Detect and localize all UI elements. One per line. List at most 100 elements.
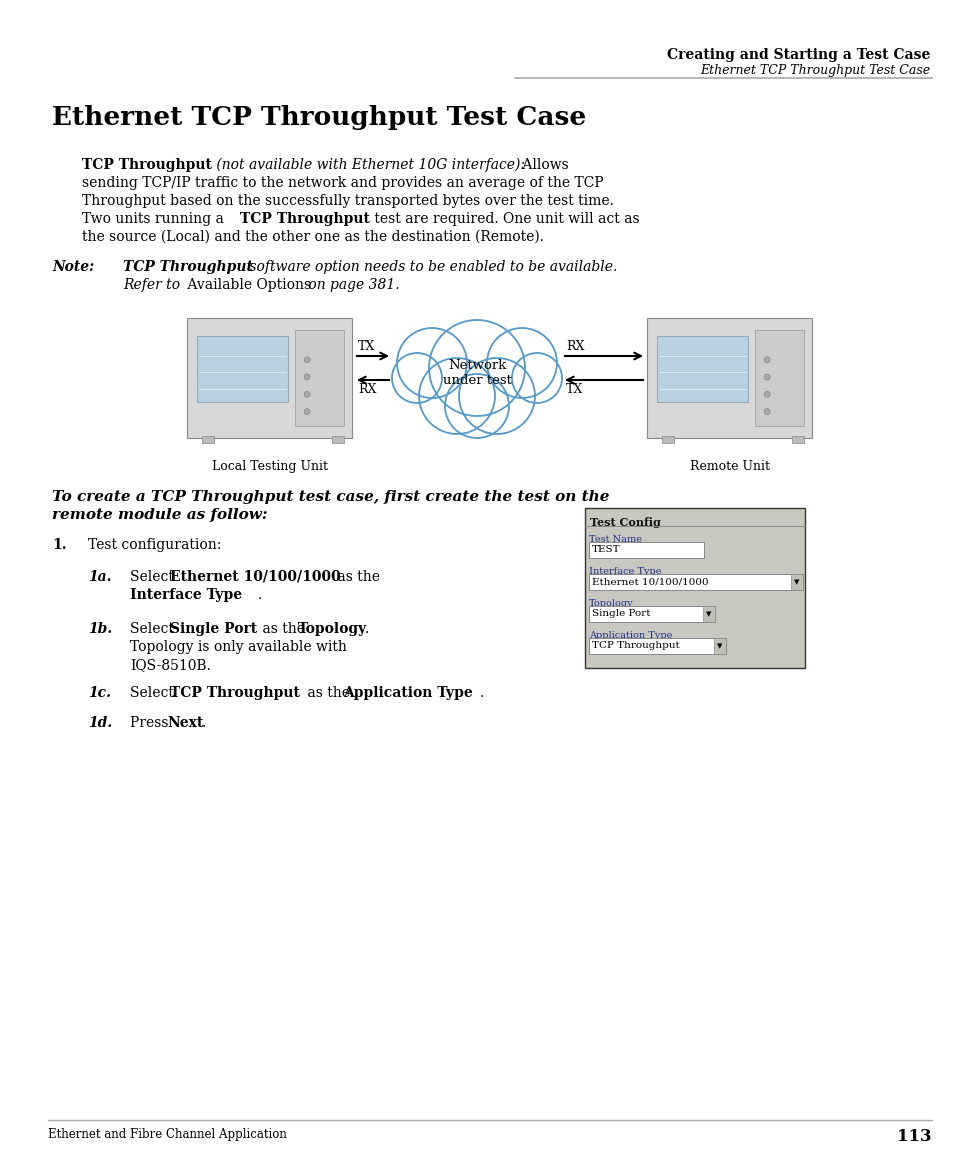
Text: as the: as the — [303, 686, 354, 700]
Text: RX: RX — [565, 340, 584, 353]
Text: TCP Throughput: TCP Throughput — [240, 212, 370, 226]
Text: Interface Type: Interface Type — [588, 568, 660, 576]
Circle shape — [304, 392, 310, 398]
Text: Test Name: Test Name — [588, 535, 641, 545]
Circle shape — [392, 353, 441, 403]
Text: Ethernet and Fibre Channel Application: Ethernet and Fibre Channel Application — [48, 1128, 287, 1140]
Circle shape — [763, 357, 769, 363]
FancyBboxPatch shape — [584, 508, 804, 668]
Text: TCP Throughput: TCP Throughput — [170, 686, 299, 700]
Text: 1d.: 1d. — [88, 716, 112, 730]
Text: TEST: TEST — [592, 546, 620, 554]
FancyBboxPatch shape — [790, 574, 802, 590]
Text: Application Type: Application Type — [588, 632, 672, 641]
Text: Throughput based on the successfully transported bytes over the test time.: Throughput based on the successfully tra… — [82, 194, 613, 207]
FancyBboxPatch shape — [657, 336, 747, 402]
Circle shape — [458, 358, 535, 433]
Bar — [792, 436, 803, 443]
Text: Ethernet TCP Throughput Test Case: Ethernet TCP Throughput Test Case — [700, 64, 929, 76]
Text: as the: as the — [333, 570, 379, 584]
Text: Available Options: Available Options — [183, 278, 311, 292]
Text: .: . — [257, 588, 262, 602]
FancyBboxPatch shape — [702, 606, 714, 622]
Text: TX: TX — [565, 382, 582, 396]
Text: To create a TCP Throughput test case, first create the test on the: To create a TCP Throughput test case, fi… — [52, 490, 609, 504]
Circle shape — [429, 320, 524, 416]
Text: Local Testing Unit: Local Testing Unit — [212, 460, 328, 473]
Text: TCP Throughput: TCP Throughput — [82, 158, 212, 172]
Text: Topology is only available with: Topology is only available with — [130, 640, 347, 654]
Text: RX: RX — [357, 382, 376, 396]
Text: Next: Next — [167, 716, 203, 730]
Text: 1b.: 1b. — [88, 622, 112, 636]
Circle shape — [304, 409, 310, 415]
Text: Network
under test: Network under test — [442, 359, 511, 387]
Text: Interface Type: Interface Type — [130, 588, 242, 602]
Text: Topology: Topology — [297, 622, 367, 636]
FancyBboxPatch shape — [294, 330, 344, 427]
FancyBboxPatch shape — [713, 637, 725, 654]
FancyBboxPatch shape — [588, 637, 725, 654]
Text: Application Type: Application Type — [343, 686, 473, 700]
Text: 1c.: 1c. — [88, 686, 111, 700]
Text: on page 381.: on page 381. — [304, 278, 399, 292]
FancyBboxPatch shape — [588, 542, 703, 557]
Text: Two units running a: Two units running a — [82, 212, 228, 226]
Bar — [661, 436, 674, 443]
Circle shape — [444, 374, 509, 438]
Text: sending TCP/IP traffic to the network and provides an average of the TCP: sending TCP/IP traffic to the network an… — [82, 176, 603, 190]
Text: ▼: ▼ — [717, 643, 722, 649]
Circle shape — [763, 392, 769, 398]
Text: Select: Select — [130, 622, 178, 636]
Text: TCP Throughput: TCP Throughput — [592, 641, 679, 650]
Text: 113: 113 — [897, 1128, 931, 1145]
Circle shape — [304, 357, 310, 363]
Text: software option needs to be enabled to be available.: software option needs to be enabled to b… — [245, 260, 617, 274]
Circle shape — [763, 374, 769, 380]
Text: Note:: Note: — [52, 260, 94, 274]
Text: Select: Select — [130, 570, 178, 584]
FancyBboxPatch shape — [588, 574, 802, 590]
Text: Allows: Allows — [517, 158, 568, 172]
Text: 1a.: 1a. — [88, 570, 112, 584]
Circle shape — [418, 358, 495, 433]
FancyBboxPatch shape — [588, 606, 714, 622]
Text: Select: Select — [130, 686, 178, 700]
Text: (not available with Ethernet 10G interface):: (not available with Ethernet 10G interfa… — [212, 158, 524, 173]
FancyBboxPatch shape — [647, 318, 812, 438]
Circle shape — [304, 374, 310, 380]
Text: Test Config: Test Config — [589, 518, 660, 529]
Bar — [381, 353, 572, 408]
FancyBboxPatch shape — [197, 336, 288, 402]
Text: Creating and Starting a Test Case: Creating and Starting a Test Case — [666, 48, 929, 61]
Text: TCP Throughput: TCP Throughput — [123, 260, 253, 274]
Circle shape — [763, 409, 769, 415]
Text: .: . — [202, 716, 206, 730]
Text: Refer to: Refer to — [123, 278, 180, 292]
Circle shape — [396, 328, 467, 398]
Text: Press: Press — [130, 716, 172, 730]
Text: Ethernet 10/100/1000: Ethernet 10/100/1000 — [592, 577, 708, 586]
Bar — [202, 436, 214, 443]
Text: ▼: ▼ — [794, 580, 799, 585]
FancyBboxPatch shape — [754, 330, 803, 427]
Text: Topology: Topology — [588, 599, 633, 608]
Text: IQS-8510B.: IQS-8510B. — [130, 658, 211, 672]
Text: .: . — [365, 622, 369, 636]
Text: as the: as the — [257, 622, 309, 636]
Circle shape — [512, 353, 561, 403]
Text: TX: TX — [357, 340, 375, 353]
Text: remote module as follow:: remote module as follow: — [52, 508, 267, 522]
FancyBboxPatch shape — [188, 318, 352, 438]
Text: Single Port: Single Port — [170, 622, 257, 636]
Text: Test configuration:: Test configuration: — [88, 538, 221, 552]
Text: ▼: ▼ — [705, 611, 711, 617]
Text: Single Port: Single Port — [592, 610, 650, 619]
Text: test are required. One unit will act as: test are required. One unit will act as — [370, 212, 639, 226]
Text: Remote Unit: Remote Unit — [689, 460, 769, 473]
Bar — [333, 436, 344, 443]
Text: 1.: 1. — [52, 538, 67, 552]
Text: Ethernet TCP Throughput Test Case: Ethernet TCP Throughput Test Case — [52, 105, 586, 130]
Text: Ethernet 10/100/1000: Ethernet 10/100/1000 — [170, 570, 340, 584]
Text: the source (Local) and the other one as the destination (Remote).: the source (Local) and the other one as … — [82, 229, 543, 245]
